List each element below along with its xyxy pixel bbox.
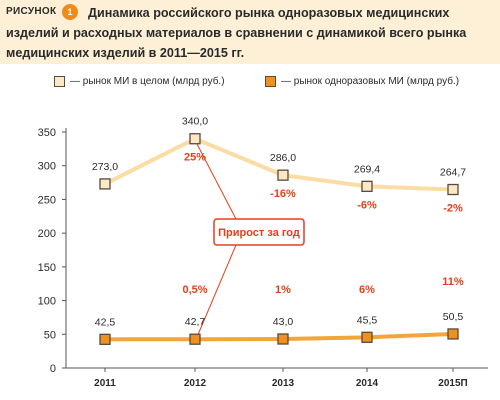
legend-marker-disposable [265,76,276,87]
data-point-total [99,178,111,190]
growth-label-disposable: 1% [275,284,291,296]
x-tick-label: 2015П [438,378,467,389]
data-point-total [361,180,373,192]
data-label-total: 340,0 [182,116,208,128]
y-tick-label: 150 [38,262,56,274]
growth-label-disposable: 0,5% [182,284,207,296]
growth-label-disposable: 6% [359,284,375,296]
growth-callout-label: Прирост за год [218,227,300,239]
x-tick-label: 2012 [184,378,207,389]
data-label-total: 269,4 [354,163,380,175]
y-tick-label: 0 [50,363,56,375]
y-tick-label: 50 [44,329,56,341]
figure-header: Динамика российского рынка одноразовых м… [0,0,500,64]
figure-label: РИСУНОК [6,6,57,17]
legend-item-total: — рынок МИ в целом (млрд руб.) [54,76,225,87]
data-point-disposable [361,331,373,343]
data-label-disposable: 50,5 [443,311,464,323]
y-tick-label: 100 [38,296,56,308]
x-tick-label: 2011 [94,378,116,389]
data-label-disposable: 42,7 [185,316,206,328]
data-point-disposable [277,333,289,345]
growth-callout-box [213,218,305,246]
y-tick-label: 250 [38,194,56,206]
callout-pointer-line [196,244,237,338]
x-tick-label: 2013 [272,378,295,389]
legend-item-disposable: — рынок одноразовых МИ (млрд руб.) [265,76,459,87]
data-label-disposable: 42,5 [95,316,116,328]
data-point-total [447,183,459,196]
y-tick-label: 200 [38,228,56,240]
legend-label-total: — рынок МИ в целом (млрд руб.) [70,76,225,87]
data-label-total: 264,7 [440,167,466,179]
data-point-disposable [99,333,111,345]
growth-label-total: -16% [270,188,296,200]
x-tick-label: 2014 [356,378,379,389]
data-point-total [189,133,201,145]
data-point-disposable [189,333,201,345]
legend-label-disposable: — рынок одноразовых МИ (млрд руб.) [281,76,460,87]
growth-label-disposable: 11% [442,276,464,288]
figure-title: Динамика российского рынка одноразовых м… [6,6,467,60]
y-tick-label: 350 [38,127,56,139]
legend-marker-total [54,76,65,87]
data-label-total: 286,0 [270,152,296,164]
growth-label-total: -6% [357,199,377,211]
chart-legend: — рынок МИ в целом (млрд руб.) — рынок о… [0,74,500,94]
growth-label-total: 25% [184,152,206,164]
data-label-disposable: 45,5 [357,314,378,326]
figure-number-badge: 1 [62,4,78,20]
data-label-total: 273,0 [92,161,118,173]
growth-label-total: -2% [443,203,463,215]
callout-pointer-line [196,143,237,220]
data-label-disposable: 43,0 [273,316,294,328]
y-tick-label: 300 [38,161,56,173]
data-point-total [277,169,289,181]
data-point-disposable [447,328,459,340]
